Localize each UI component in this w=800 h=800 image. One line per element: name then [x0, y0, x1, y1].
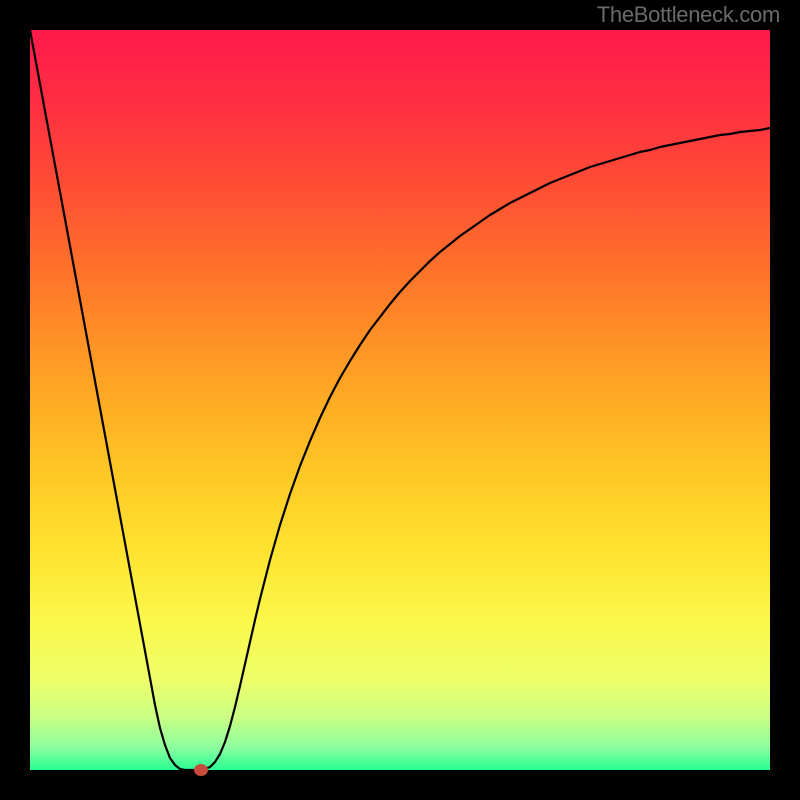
watermark-label: TheBottleneck.com	[597, 2, 780, 28]
plot-area	[30, 30, 770, 770]
chart-svg	[0, 0, 800, 800]
optimum-marker	[194, 764, 208, 776]
bottleneck-chart: TheBottleneck.com	[0, 0, 800, 800]
